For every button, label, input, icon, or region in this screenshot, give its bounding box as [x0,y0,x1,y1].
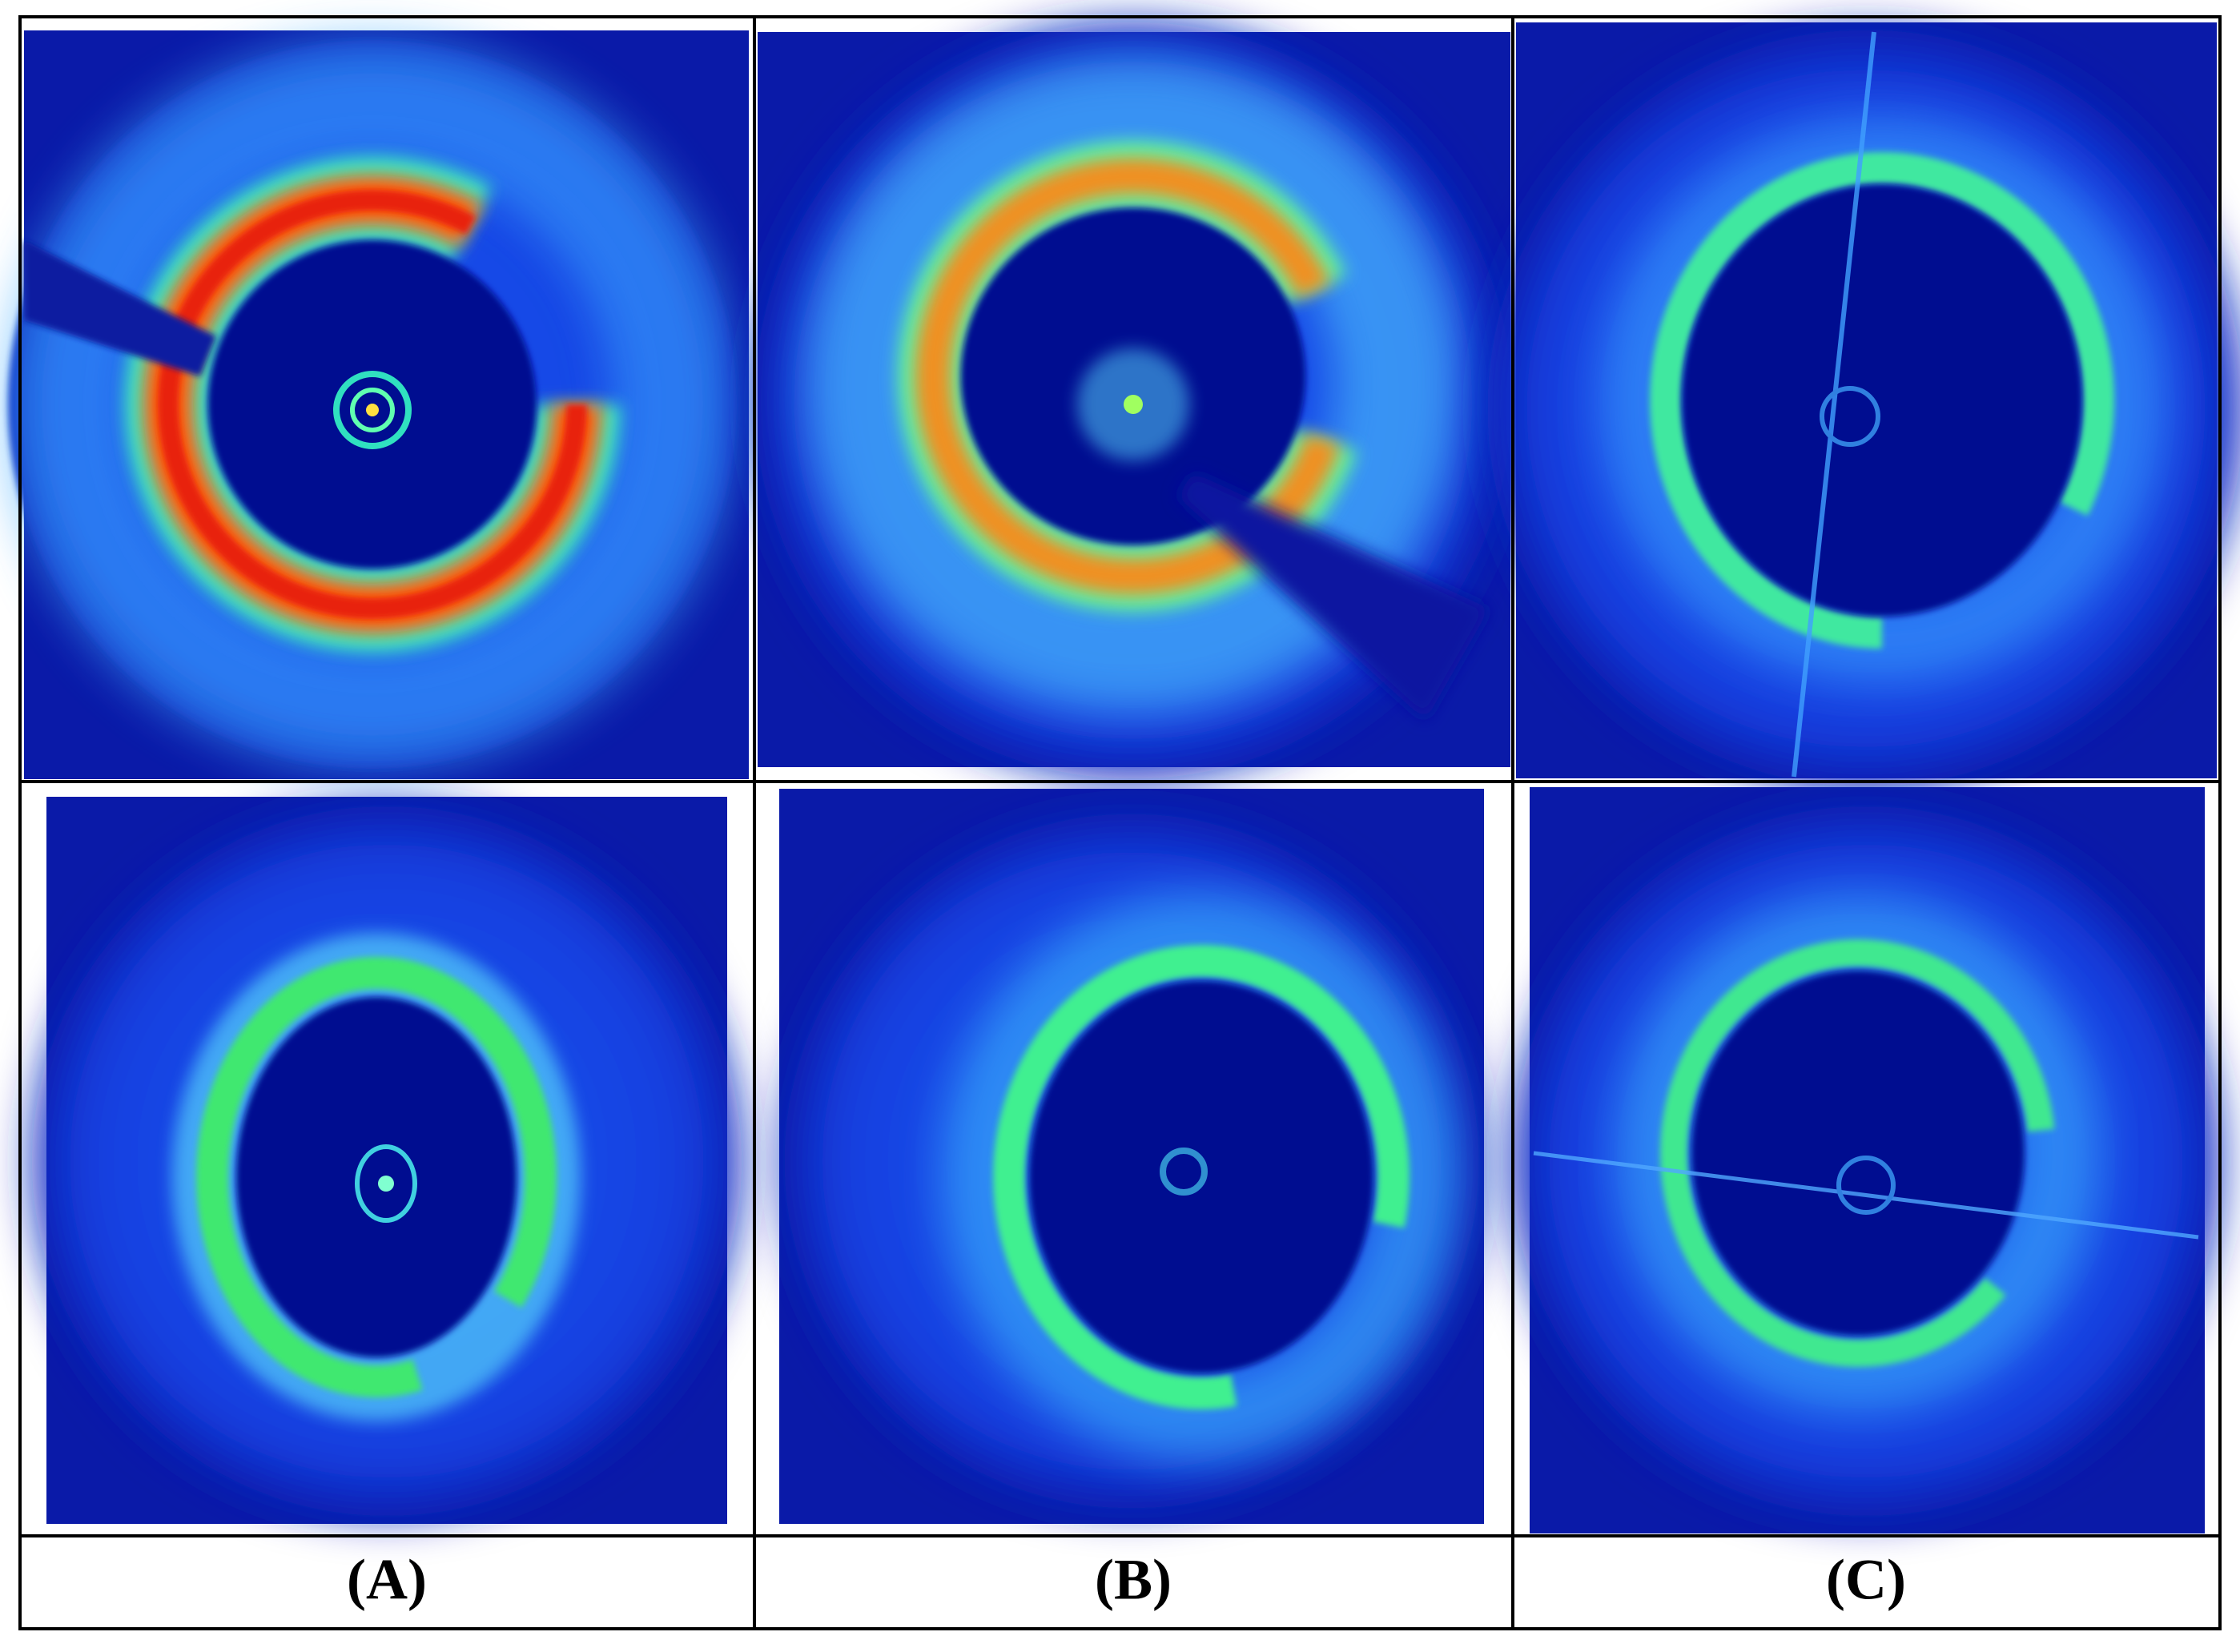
panel-label: (C) [1826,1548,1906,1612]
oct-image [1514,787,2218,1533]
oct-image [4,30,749,779]
oct-image [757,24,1510,777]
oct-image [34,797,739,1524]
oct-image [1490,22,2240,785]
panel-label: (B) [1095,1548,1172,1612]
oct-image [779,789,1484,1524]
panel-label: (A) [347,1548,427,1612]
table-grid [18,15,2222,1630]
